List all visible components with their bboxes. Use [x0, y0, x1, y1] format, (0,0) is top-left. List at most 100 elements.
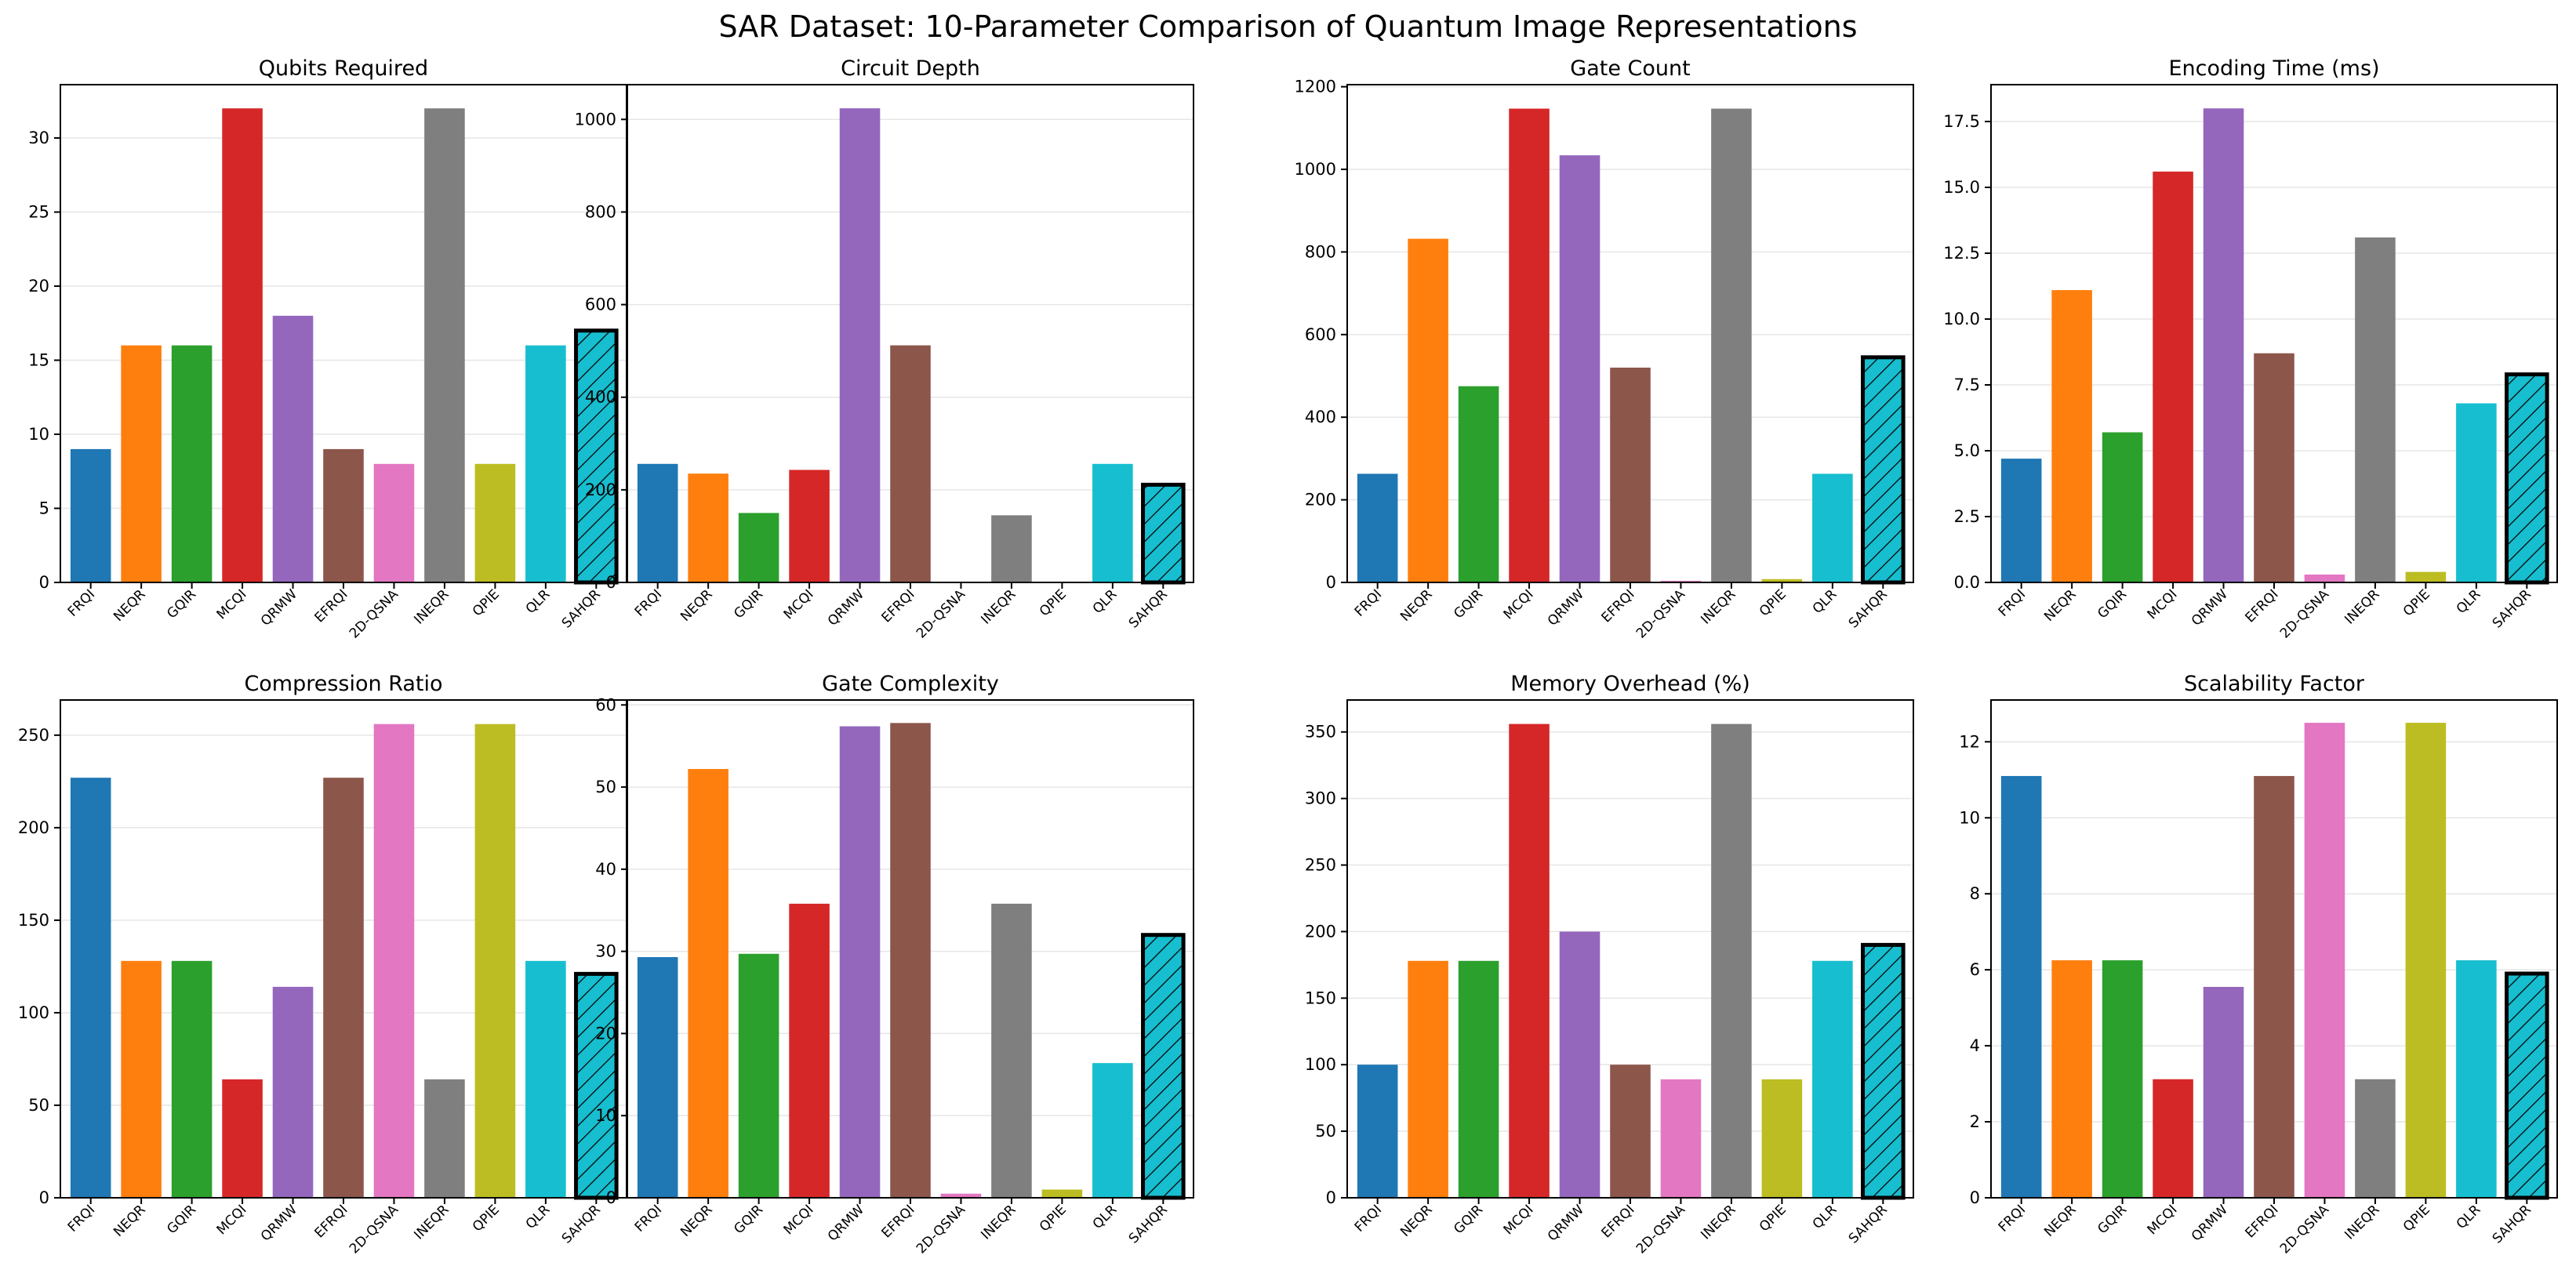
x-tick-label: MCQI — [2145, 1202, 2181, 1238]
bar-2d-qsna — [373, 463, 415, 582]
x-tick-label: QLR — [1810, 1202, 1840, 1232]
x-tick-label: QRMW — [1545, 1202, 1587, 1244]
y-tick-label: 800 — [585, 202, 616, 221]
bar-efrqi — [323, 448, 364, 582]
y-tick-label: 2 — [1970, 1112, 1980, 1131]
y-tick-label: 200 — [585, 481, 616, 499]
x-tick-label: NEQR — [678, 586, 716, 625]
bar-ineqr — [991, 903, 1032, 1198]
panel-title: Scalability Factor — [2184, 672, 2365, 696]
x-tick-label: QLR — [2454, 1202, 2484, 1232]
bar-neqr — [2051, 960, 2092, 1198]
x-tick-label: QLR — [523, 586, 554, 617]
bar-hatch — [1143, 934, 1184, 1198]
bar-qpie — [2405, 723, 2447, 1198]
bar-gqir — [171, 345, 213, 582]
x-tick-label: NEQR — [2041, 586, 2080, 625]
x-tick-label: QLR — [523, 1202, 554, 1232]
y-tick-label: 200 — [1305, 491, 1336, 510]
y-tick-label: 250 — [18, 726, 49, 745]
bar-qpie — [474, 463, 516, 582]
bar-2d-qsna — [940, 1193, 982, 1198]
x-tick-label: FRQI — [65, 586, 98, 619]
y-tick-label: 100 — [18, 1003, 49, 1022]
bar-qlr — [525, 345, 566, 582]
bar-neqr — [688, 769, 728, 1198]
x-tick-label: QPIE — [1757, 1202, 1789, 1235]
y-tick-label: 10 — [28, 425, 49, 444]
bar-neqr — [2051, 290, 2092, 582]
panel-title: Circuit Depth — [841, 56, 980, 81]
bar-gqir — [738, 513, 779, 582]
bar-neqr — [121, 960, 162, 1198]
bar-efrqi — [890, 723, 931, 1198]
y-tick-label: 300 — [1305, 789, 1336, 808]
y-tick-label: 400 — [585, 388, 616, 407]
panel-title: Gate Count — [1570, 56, 1690, 81]
y-tick-label: 7.5 — [1954, 375, 1980, 394]
y-tick-label: 250 — [1305, 856, 1336, 875]
x-tick-label: SAHQR — [1846, 1202, 1891, 1246]
y-tick-label: 15.0 — [1943, 178, 1980, 197]
x-tick-label: QPIE — [2400, 586, 2433, 619]
y-tick-label: 1200 — [1295, 78, 1336, 96]
figure-title: SAR Dataset: 10-Parameter Comparison of … — [718, 9, 1858, 44]
bar-mcqi — [1509, 108, 1550, 582]
bar-qpie — [474, 724, 516, 1198]
x-tick-label: SAHQR — [2490, 1202, 2534, 1246]
x-tick-label: FRQI — [1996, 586, 2029, 619]
y-tick-label: 150 — [1305, 988, 1336, 1007]
x-tick-label: EFRQI — [879, 1202, 918, 1241]
x-tick-label: MCQI — [1501, 1202, 1537, 1238]
y-tick-label: 0 — [1326, 1188, 1336, 1207]
bar-qlr — [2456, 403, 2497, 582]
y-tick-label: 600 — [585, 296, 616, 314]
x-tick-label: QLR — [1090, 1202, 1121, 1232]
x-tick-label: 2D-QSNA — [914, 586, 968, 641]
bar-qrmw — [839, 108, 881, 582]
x-tick-label: MCQI — [781, 1202, 817, 1238]
y-tick-label: 20 — [595, 1024, 616, 1043]
x-tick-label: EFRQI — [1599, 586, 1638, 626]
bar-hatch — [576, 330, 617, 582]
bar-frqi — [70, 778, 111, 1198]
x-tick-label: EFRQI — [2243, 1202, 2282, 1241]
x-tick-label: NEQR — [111, 586, 149, 625]
x-tick-label: 2D-QSNA — [914, 1202, 968, 1257]
y-tick-label: 0 — [1326, 573, 1336, 592]
x-tick-label: GQIR — [2095, 1202, 2130, 1237]
panel-title: Qubits Required — [259, 56, 428, 81]
x-tick-label: MCQI — [214, 1202, 250, 1238]
x-tick-label: EFRQI — [879, 586, 918, 626]
bar-qrmw — [2203, 108, 2244, 582]
x-tick-label: FRQI — [1352, 1202, 1385, 1235]
chart-panel-3: 0 200 400 600 800 1000 1200 FRQI NEQR GQIR MCQI QRM… — [1295, 56, 1914, 642]
y-tick-label: 40 — [595, 860, 616, 879]
bar-frqi — [70, 448, 111, 582]
y-tick-label: 15 — [28, 351, 49, 370]
panel-title: Gate Complexity — [822, 672, 999, 696]
bar-frqi — [2000, 775, 2042, 1198]
y-tick-label: 0 — [1970, 1188, 1980, 1207]
y-tick-label: 8 — [1970, 884, 1980, 903]
x-tick-label: NEQR — [1397, 586, 1436, 625]
y-tick-label: 5.0 — [1954, 441, 1980, 460]
bar-2d-qsna — [373, 724, 415, 1198]
x-tick-label: QRMW — [258, 586, 300, 629]
x-tick-label: GQIR — [1451, 586, 1486, 622]
chart-panel-1: 0 5 10 15 20 25 30 FRQI NEQR GQIR MCQI QRMW EFRQI2D-… — [28, 56, 627, 642]
chart-panel-7: 0 50 100 150 200 250 300 350 FRQI NEQR GQIR MCQI QRM… — [1305, 672, 1914, 1257]
bar-ineqr — [2355, 237, 2396, 582]
x-tick-label: FRQI — [65, 1202, 98, 1235]
bar-frqi — [1357, 1065, 1398, 1198]
y-tick-label: 10.0 — [1943, 310, 1980, 328]
x-tick-label: QRMW — [258, 1202, 300, 1244]
bar-efrqi — [2254, 353, 2294, 582]
x-tick-label: MCQI — [781, 586, 817, 622]
x-tick-label: SAHQR — [559, 586, 604, 631]
x-tick-label: NEQR — [1397, 1202, 1436, 1240]
x-tick-label: SAHQR — [1126, 586, 1171, 631]
bar-mcqi — [222, 108, 263, 582]
y-tick-label: 60 — [595, 695, 616, 714]
